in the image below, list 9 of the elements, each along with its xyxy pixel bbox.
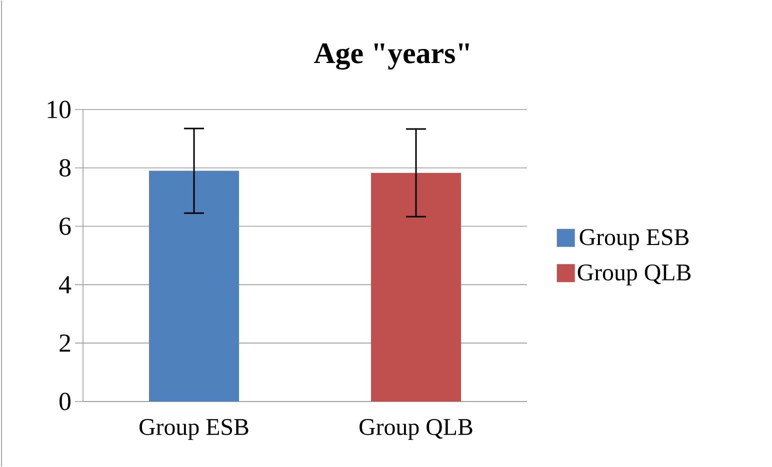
y-tick-label: 2 — [60, 334, 70, 352]
y-tick-label: 6 — [60, 218, 71, 235]
y-tick-label: 0 — [60, 392, 71, 410]
legend-label: Group ESB — [580, 229, 689, 250]
legend-label: Group QLB — [578, 264, 691, 286]
y-tick-label: 4 — [59, 276, 72, 294]
chart-title: Age "years" — [314, 43, 469, 70]
y-tick-label: 8 — [60, 159, 71, 177]
y-tick-label: 10 — [48, 100, 71, 118]
